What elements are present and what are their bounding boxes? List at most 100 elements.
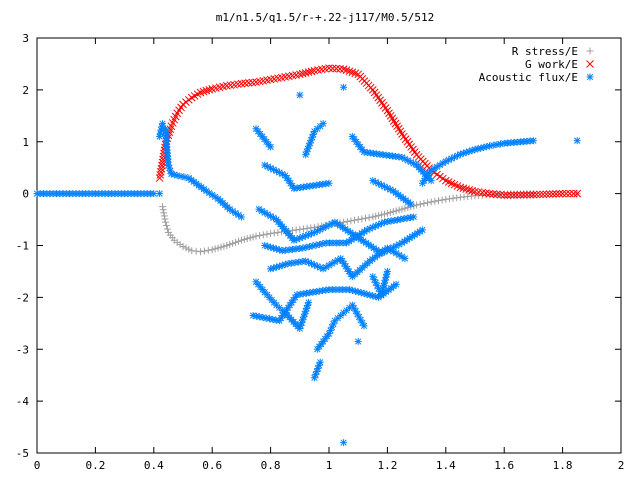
data-point: [163, 225, 171, 233]
data-point: [549, 190, 557, 198]
data-point: [244, 79, 253, 87]
x-tick-label: 1.2: [377, 459, 397, 472]
data-point: [416, 200, 424, 208]
data-point: [539, 190, 547, 199]
legend-label: G work/E: [525, 58, 578, 71]
data-point: [427, 177, 435, 185]
data-point: [204, 246, 212, 254]
data-point: [214, 244, 222, 252]
data-point: [360, 322, 368, 330]
data-point: [340, 83, 348, 91]
y-tick-label: -3: [16, 343, 29, 356]
data-point: [372, 212, 380, 220]
data-point: [302, 257, 310, 265]
data-point: [392, 280, 400, 288]
data-point: [270, 214, 278, 222]
data-point: [513, 191, 522, 199]
data-point: [160, 212, 168, 220]
y-tick-label: -2: [16, 291, 29, 304]
data-point: [156, 167, 165, 176]
y-tick-label: 2: [22, 84, 29, 97]
data-point: [158, 161, 166, 170]
data-point: [192, 247, 200, 255]
data-point: [468, 186, 476, 195]
data-point: [343, 218, 351, 226]
data-point: [354, 216, 362, 224]
data-point: [328, 64, 337, 73]
y-tick-label: -5: [16, 447, 29, 460]
data-point: [380, 183, 388, 191]
data-point: [319, 120, 327, 128]
x-tick-label: 1: [326, 459, 333, 472]
data-point: [449, 194, 457, 202]
x-tick-label: 1.4: [436, 459, 456, 472]
data-point: [542, 190, 551, 199]
data-point: [398, 253, 406, 261]
data-point: [226, 240, 234, 248]
data-point: [274, 229, 282, 237]
data-point: [237, 236, 245, 244]
data-point: [325, 261, 333, 269]
data-point: [438, 196, 446, 204]
data-point: [161, 215, 169, 223]
data-point: [307, 67, 316, 76]
data-point: [369, 273, 377, 281]
data-point: [182, 244, 190, 252]
data-point: [348, 68, 357, 77]
x-tick-label: 1.8: [553, 459, 573, 472]
data-point: [159, 206, 167, 214]
y-tick-label: -4: [16, 395, 30, 408]
x-tick-label: 0.4: [144, 459, 164, 472]
data-point: [249, 233, 257, 241]
y-tick-label: 0: [22, 188, 29, 201]
data-point: [340, 218, 348, 226]
data-point: [264, 163, 272, 171]
data-point: [220, 242, 228, 250]
data-point: [347, 217, 355, 225]
data-point: [375, 212, 383, 220]
data-point: [456, 183, 465, 192]
data-point: [348, 301, 356, 309]
chart-title: m1/n1.5/q1.5/r-+.22-j117/M0.5/512: [216, 11, 435, 24]
data-point: [307, 224, 315, 232]
series-acoustic-flux-e: [33, 83, 581, 447]
data-point: [351, 216, 359, 224]
data-point: [573, 189, 582, 198]
data-point: [241, 79, 249, 88]
series-g-work-e: [155, 64, 582, 200]
data-point: [217, 243, 225, 251]
data-point: [442, 195, 450, 203]
data-point: [459, 184, 468, 193]
data-point: [303, 224, 311, 232]
data-point: [392, 207, 400, 215]
y-tick-label: -1: [16, 240, 29, 253]
data-point: [157, 164, 166, 173]
data-point: [383, 209, 391, 217]
x-tick-label: 0.6: [202, 459, 222, 472]
data-point: [232, 238, 240, 246]
data-point: [552, 190, 560, 198]
data-point: [267, 143, 275, 151]
data-point: [223, 242, 231, 249]
data-point: [199, 87, 208, 96]
legend-marker: [586, 60, 594, 68]
data-point: [159, 120, 167, 128]
data-point: [252, 232, 260, 240]
data-point: [158, 158, 167, 167]
data-point: [336, 65, 344, 73]
data-point: [197, 248, 205, 256]
data-point: [243, 235, 251, 243]
data-point: [369, 213, 377, 221]
data-point: [386, 209, 394, 217]
data-point: [526, 190, 535, 199]
data-point: [340, 439, 348, 447]
data-point: [267, 230, 275, 238]
data-point: [301, 69, 310, 77]
data-point: [150, 190, 158, 198]
data-point: [159, 203, 167, 211]
data-point: [465, 186, 474, 194]
data-point: [248, 78, 257, 87]
data-point: [200, 247, 208, 255]
data-point: [303, 304, 311, 312]
data-point: [365, 214, 373, 222]
